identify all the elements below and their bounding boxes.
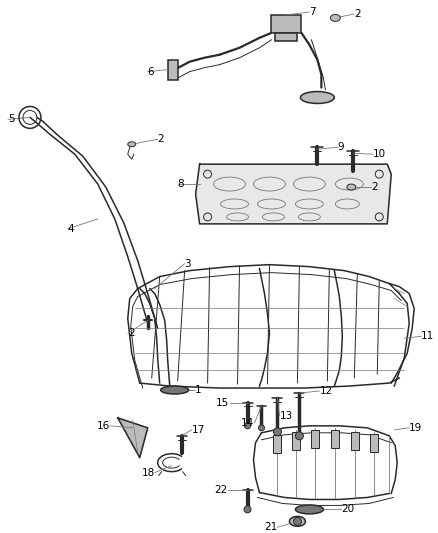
Text: 18: 18 — [141, 467, 155, 478]
Bar — [276, 33, 297, 41]
Circle shape — [244, 423, 251, 429]
Ellipse shape — [347, 184, 356, 190]
Ellipse shape — [330, 14, 340, 21]
Text: 2: 2 — [371, 182, 378, 192]
Bar — [272, 15, 301, 33]
Text: 2: 2 — [128, 328, 134, 338]
Text: 17: 17 — [192, 425, 205, 435]
Ellipse shape — [128, 142, 136, 147]
Text: 20: 20 — [341, 504, 354, 514]
Polygon shape — [118, 418, 148, 458]
Text: 2: 2 — [354, 9, 361, 19]
Text: 9: 9 — [337, 142, 344, 152]
Text: 21: 21 — [264, 522, 277, 532]
Text: 12: 12 — [319, 386, 332, 396]
Bar — [370, 434, 378, 451]
Circle shape — [273, 428, 282, 436]
Text: 15: 15 — [216, 398, 230, 408]
Circle shape — [258, 425, 265, 431]
Bar — [311, 430, 319, 448]
Circle shape — [244, 506, 251, 513]
Ellipse shape — [290, 516, 305, 526]
Text: 7: 7 — [309, 7, 316, 17]
Text: 14: 14 — [241, 418, 254, 428]
Text: 8: 8 — [178, 179, 184, 189]
Ellipse shape — [161, 386, 189, 394]
Text: 3: 3 — [185, 259, 191, 269]
Text: 10: 10 — [373, 149, 386, 159]
Circle shape — [293, 518, 301, 526]
Polygon shape — [196, 164, 391, 224]
Text: 4: 4 — [68, 224, 74, 234]
Ellipse shape — [300, 92, 334, 103]
Circle shape — [295, 432, 304, 440]
Text: 2: 2 — [158, 134, 164, 144]
Text: 16: 16 — [96, 421, 110, 431]
Text: 13: 13 — [279, 411, 293, 421]
Bar — [293, 432, 300, 450]
Bar — [351, 432, 359, 450]
Bar — [168, 60, 178, 79]
Text: 22: 22 — [214, 484, 228, 495]
Text: 6: 6 — [148, 67, 154, 77]
Bar — [273, 435, 282, 453]
Text: 11: 11 — [421, 332, 434, 341]
Text: 1: 1 — [194, 385, 201, 395]
Bar — [332, 430, 339, 448]
Ellipse shape — [295, 505, 323, 514]
Text: 19: 19 — [409, 423, 423, 433]
Text: 5: 5 — [8, 115, 14, 124]
